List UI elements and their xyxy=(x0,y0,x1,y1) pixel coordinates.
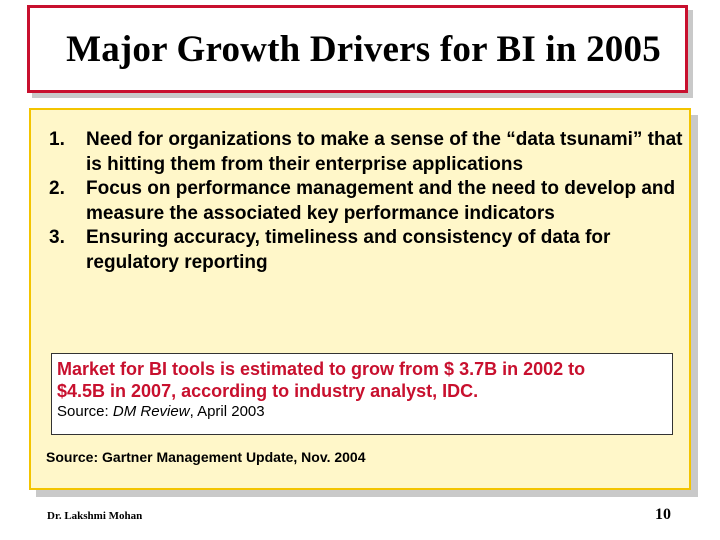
driver-item-2: 2. Focus on performance management and t… xyxy=(49,177,687,226)
driver-item-1: 1. Need for organizations to make a sens… xyxy=(49,128,687,177)
driver-number: 3. xyxy=(49,227,65,248)
callout-source-publication: DM Review xyxy=(112,403,190,420)
driver-text: Focus on performance management and the … xyxy=(86,178,676,224)
callout-source: Source: DM Review, April 2003 xyxy=(57,403,672,420)
driver-text: Ensuring accuracy, timeliness and consis… xyxy=(86,227,611,273)
market-estimate-text: Market for BI tools is estimated to grow… xyxy=(57,358,672,402)
market-estimate-line-1: Market for BI tools is estimated to grow… xyxy=(57,359,586,379)
page-number: 10 xyxy=(655,506,671,523)
callout-source-date: , April 2003 xyxy=(189,403,265,420)
callout-source-prefix: Source: xyxy=(57,403,113,420)
footer-author: Dr. Lakshmi Mohan xyxy=(47,510,143,522)
market-estimate-line-2: $4.5B in 2007, according to industry ana… xyxy=(57,381,479,401)
driver-item-3: 3. Ensuring accuracy, timeliness and con… xyxy=(49,226,687,275)
driver-number: 1. xyxy=(49,129,65,150)
gartner-source: Source: Gartner Management Update, Nov. … xyxy=(46,449,366,465)
title-box: Major Growth Drivers for BI in 2005 xyxy=(27,5,688,93)
slide-title: Major Growth Drivers for BI in 2005 xyxy=(66,28,661,70)
content-box: 1. Need for organizations to make a sens… xyxy=(29,108,691,490)
market-estimate-callout: Market for BI tools is estimated to grow… xyxy=(51,353,673,435)
growth-drivers-list: 1. Need for organizations to make a sens… xyxy=(49,128,687,275)
driver-text: Need for organizations to make a sense o… xyxy=(86,129,683,175)
driver-number: 2. xyxy=(49,178,65,199)
